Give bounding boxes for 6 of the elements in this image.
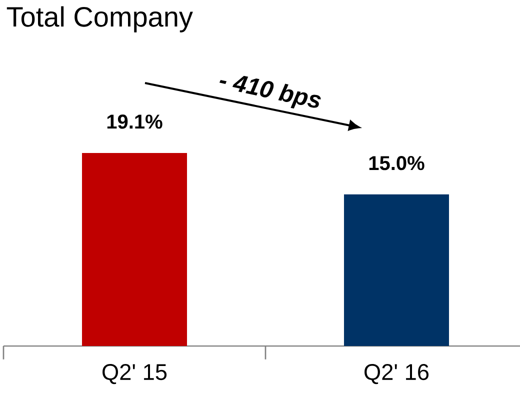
- text: - 410 bps: [219, 76, 321, 108]
- data-label: 19.1%: [107, 114, 162, 129]
- x-tick-label: Q2' 15: [102, 364, 167, 384]
- chart-title: Total Company: [6, 6, 193, 32]
- data-label: 15.0%: [369, 156, 424, 170]
- x-tick-label: Q2' 16: [364, 364, 429, 384]
